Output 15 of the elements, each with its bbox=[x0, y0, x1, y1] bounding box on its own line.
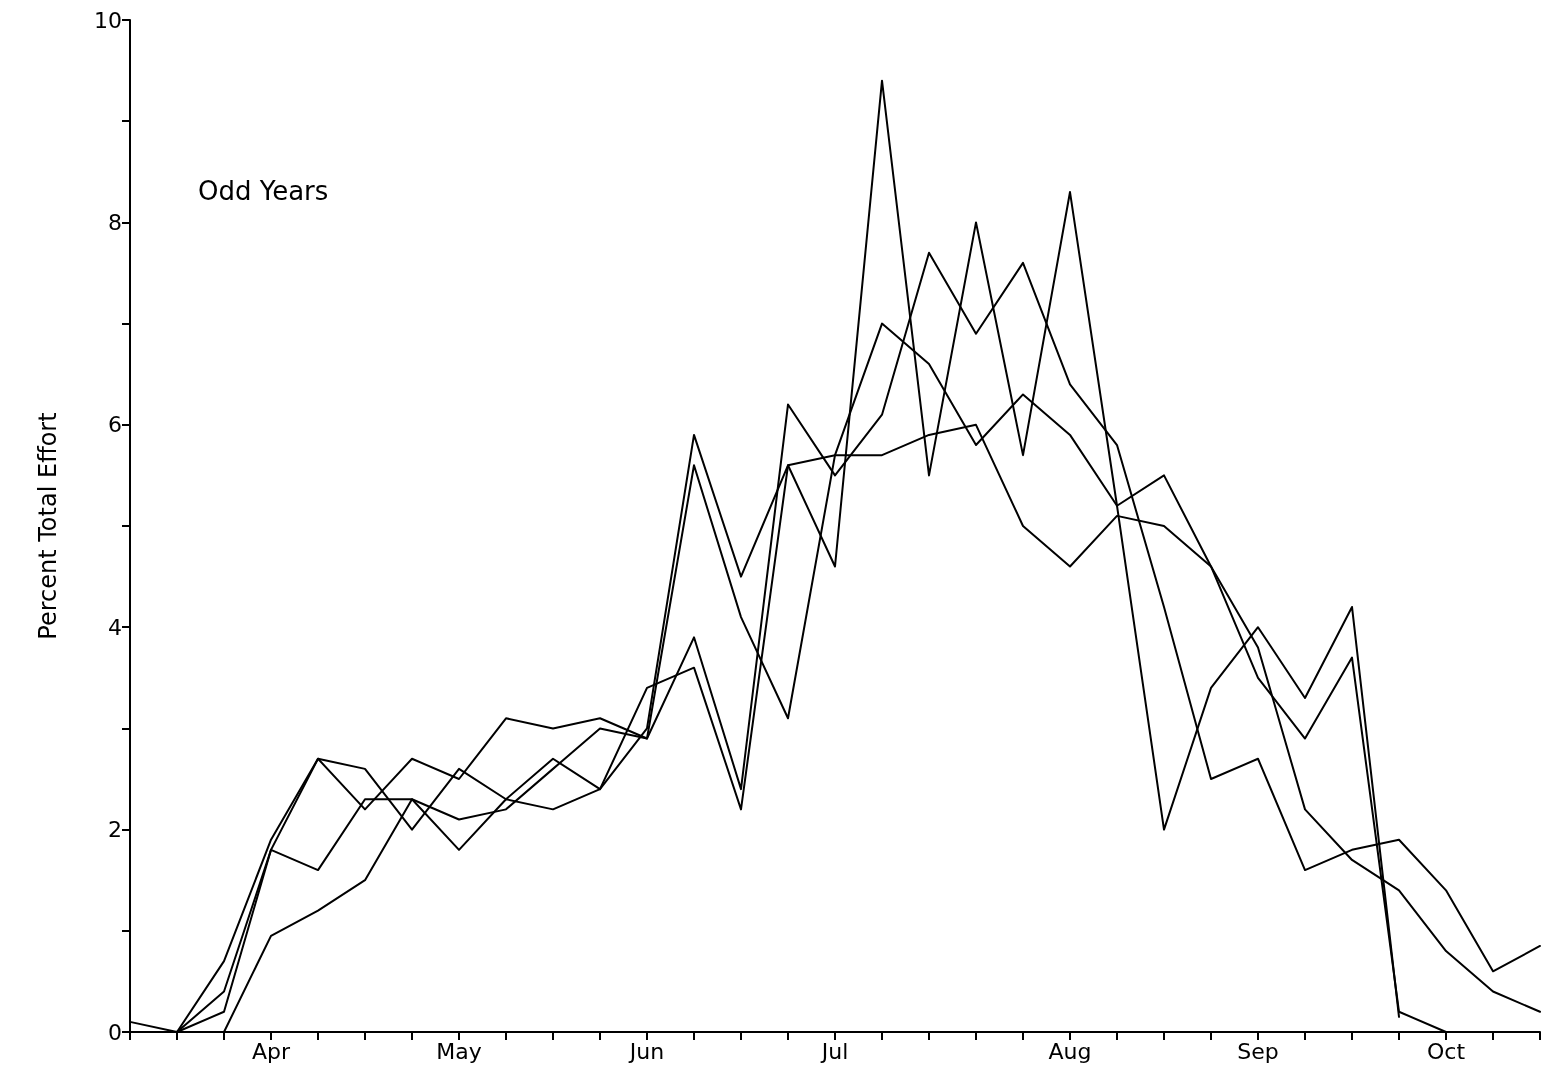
x-tick-label: Sep bbox=[1237, 1038, 1279, 1064]
x-tick-label: Jun bbox=[627, 1038, 665, 1064]
x-tick-label: Aug bbox=[1048, 1038, 1092, 1064]
x-tick-label: Jul bbox=[819, 1038, 849, 1064]
y-tick-label: 4 bbox=[108, 614, 122, 640]
x-tick-label: Apr bbox=[251, 1038, 291, 1064]
x-tick-label: Oct bbox=[1426, 1038, 1466, 1064]
y-tick-label: 10 bbox=[94, 7, 122, 33]
x-tick-label: May bbox=[436, 1038, 482, 1064]
y-axis-title: Percent Total Effort bbox=[34, 412, 62, 640]
y-tick-label: 6 bbox=[108, 412, 122, 438]
y-tick-label: 8 bbox=[108, 209, 122, 235]
y-tick-label: 2 bbox=[108, 817, 122, 843]
y-tick-label: 0 bbox=[108, 1019, 122, 1045]
annotation: Odd Years bbox=[198, 176, 329, 206]
